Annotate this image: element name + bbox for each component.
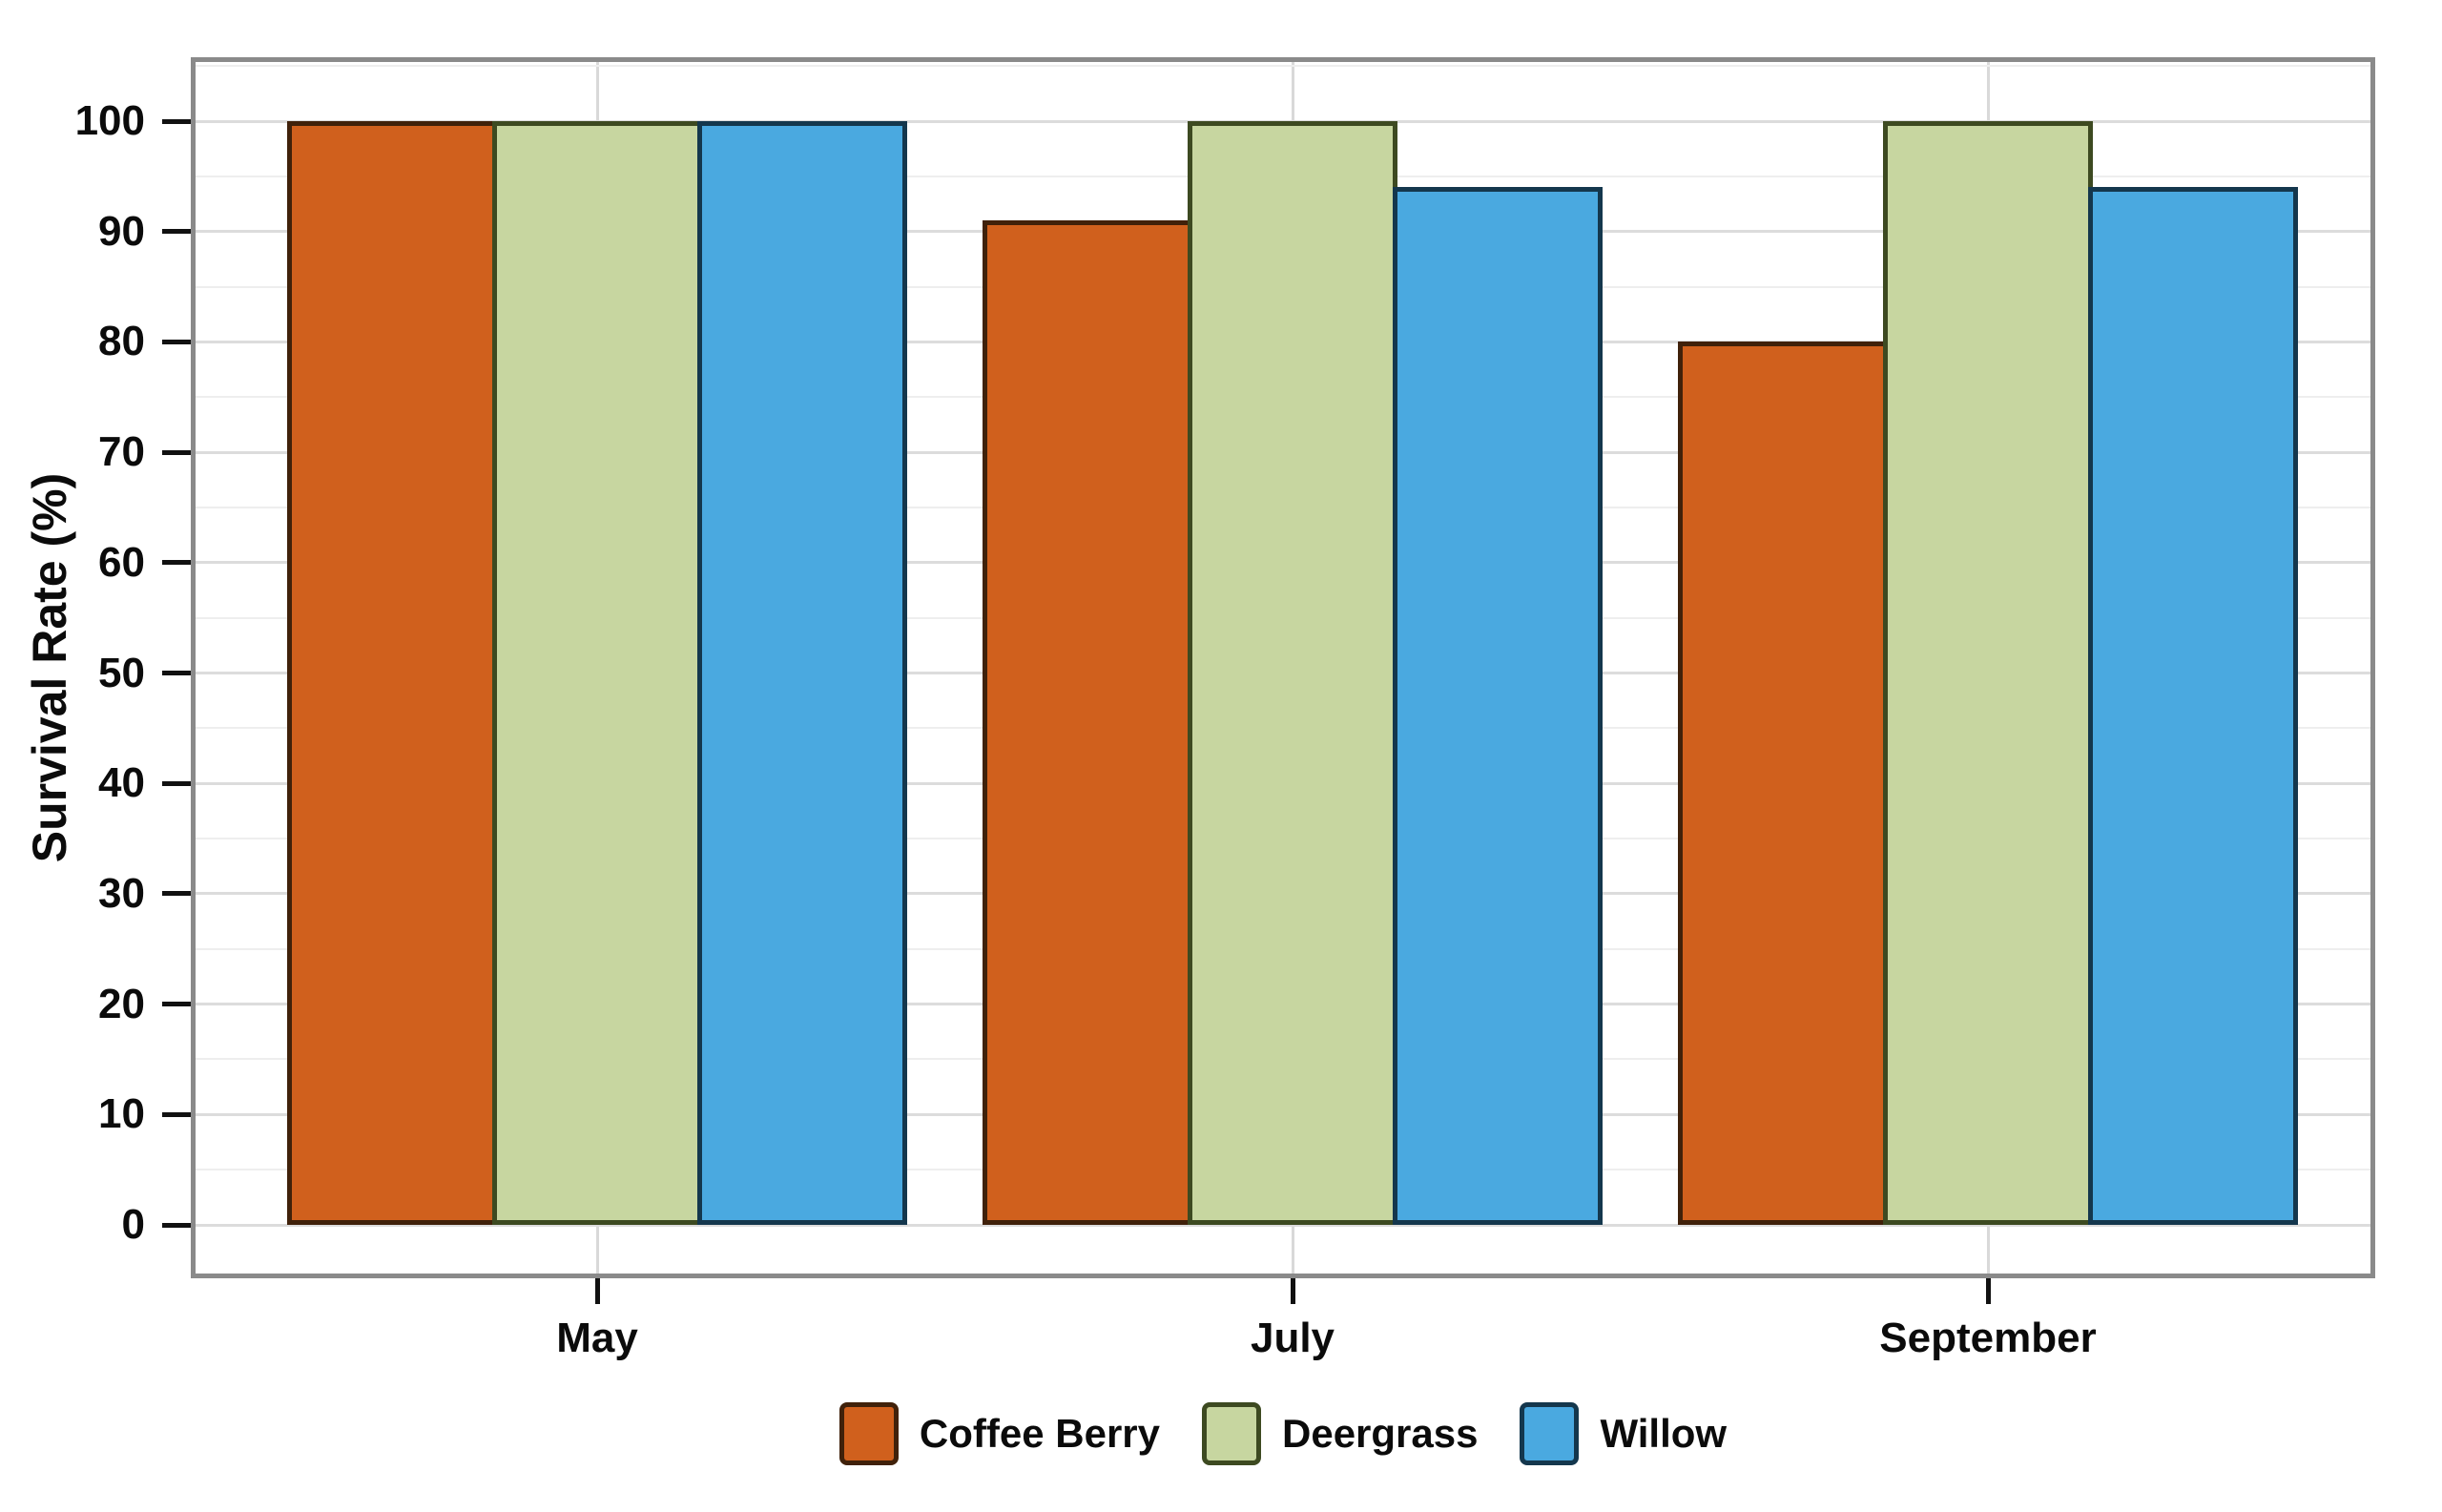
y-axis-tick [162, 560, 191, 566]
y-tick-label: 90 [98, 207, 145, 255]
y-tick-label: 70 [98, 428, 145, 476]
y-tick-label: 20 [98, 980, 145, 1027]
y-tick-label: 40 [98, 759, 145, 807]
legend-swatch-deergrass [1202, 1402, 1261, 1465]
y-axis-tick [162, 780, 191, 786]
legend-item-deergrass: Deergrass [1202, 1402, 1478, 1465]
x-axis-tick [594, 1278, 600, 1304]
y-tick-label: 100 [74, 97, 145, 144]
bar-deergrass-september [1883, 121, 2093, 1225]
x-axis-tick [1290, 1278, 1295, 1304]
bar-coffee-berry-may [287, 121, 497, 1225]
legend-label: Coffee Berry [919, 1411, 1160, 1456]
legend-item-coffee-berry: Coffee Berry [838, 1402, 1160, 1465]
gridline-minor [196, 65, 2370, 68]
y-axis-tick [162, 339, 191, 344]
legend-swatch-coffee-berry [838, 1402, 899, 1465]
y-tick-label: 0 [121, 1201, 145, 1248]
y-tick-label: 80 [98, 318, 145, 365]
y-axis-tick [162, 449, 191, 455]
legend-item-willow: Willow [1520, 1402, 1727, 1465]
bar-willow-may [697, 121, 907, 1225]
x-tick-label: May [556, 1315, 638, 1361]
legend-label: Willow [1600, 1411, 1728, 1456]
x-axis-tick [1985, 1278, 1991, 1304]
legend-label: Deergrass [1282, 1411, 1479, 1456]
x-tick-label: September [1879, 1315, 2097, 1361]
x-tick-label: July [1250, 1315, 1335, 1361]
y-axis-tick [162, 891, 191, 897]
legend-swatch-willow [1520, 1402, 1580, 1465]
y-axis-tick [162, 229, 191, 235]
y-axis-tick [162, 1111, 191, 1117]
y-tick-label: 50 [98, 649, 145, 696]
legend: Coffee Berry Deergrass Willow [191, 1381, 2375, 1486]
y-axis-tick [162, 1222, 191, 1228]
y-tick-label: 10 [98, 1090, 145, 1138]
y-tick-label: 60 [98, 538, 145, 586]
bar-deergrass-july [1188, 121, 1397, 1225]
bar-coffee-berry-september [1678, 342, 1888, 1225]
y-axis-tick [162, 118, 191, 124]
y-tick-label: 30 [98, 869, 145, 917]
y-axis-tick [162, 671, 191, 675]
bar-deergrass-may [492, 121, 702, 1225]
plot-area [191, 57, 2375, 1278]
bar-willow-september [2088, 187, 2298, 1225]
bar-willow-july [1393, 187, 1603, 1225]
y-axis-tick [162, 1002, 191, 1007]
bar-coffee-berry-july [983, 220, 1192, 1225]
